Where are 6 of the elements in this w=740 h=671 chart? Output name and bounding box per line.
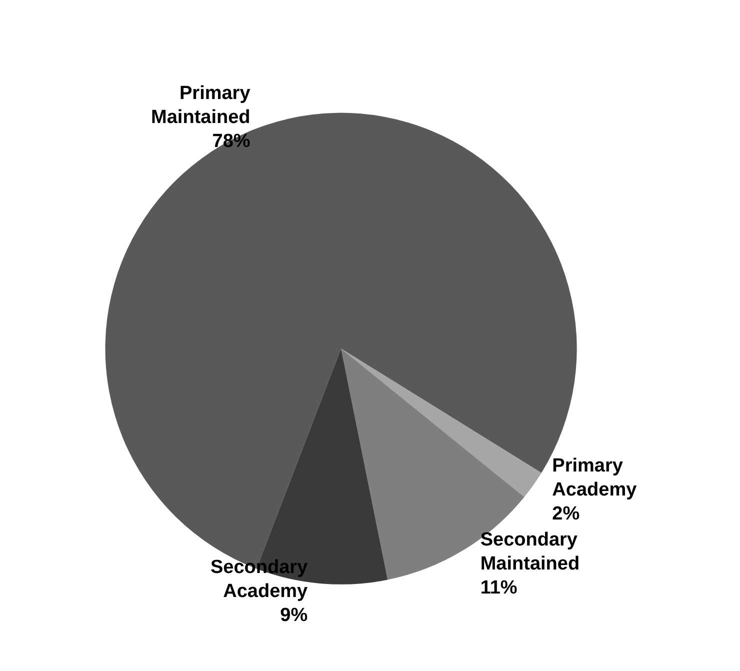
slice-label: Primary Maintained: [151, 83, 251, 128]
slice-label: Primary Academy: [552, 455, 638, 500]
data-label: 11%: [480, 577, 518, 598]
data-label: 9%: [280, 605, 308, 626]
data-label: 2%: [552, 503, 580, 524]
slice-label: Secondary Maintained: [480, 529, 580, 574]
